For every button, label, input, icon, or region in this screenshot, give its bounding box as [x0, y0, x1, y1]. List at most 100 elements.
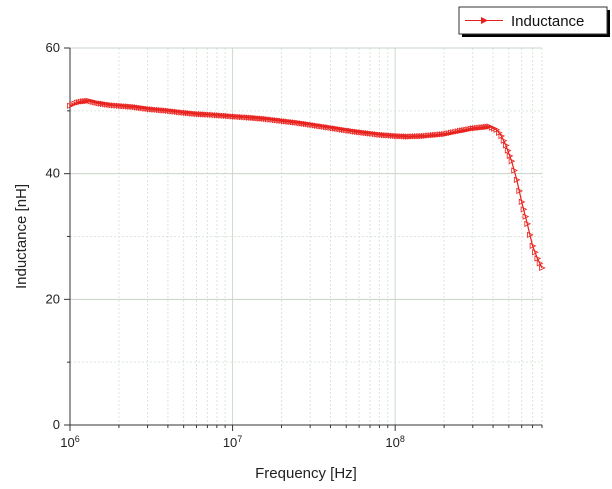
series-marker	[349, 128, 357, 135]
x-tick-label: 106	[60, 434, 79, 450]
series-marker	[354, 128, 361, 136]
series-marker	[539, 264, 546, 272]
series-marker	[142, 105, 150, 112]
series-marker	[396, 133, 404, 140]
series-marker	[289, 119, 297, 126]
series-marker	[480, 124, 488, 131]
series-marker	[461, 126, 468, 134]
series-marker	[504, 147, 512, 154]
series-marker	[527, 231, 534, 239]
series-marker	[165, 107, 172, 114]
series-marker	[513, 176, 521, 184]
series-marker	[296, 119, 304, 127]
series-marker	[216, 112, 223, 119]
axes	[64, 47, 543, 431]
series-marker	[276, 117, 284, 124]
series-marker	[522, 213, 530, 220]
series-marker	[360, 129, 368, 136]
series-marker	[95, 100, 103, 107]
series-marker	[398, 133, 406, 140]
series-marker	[407, 133, 415, 140]
series-marker	[185, 109, 192, 117]
series-marker	[452, 128, 460, 135]
series-line	[69, 100, 543, 269]
series-marker	[189, 110, 196, 117]
series-marker	[323, 123, 330, 131]
series-marker	[267, 116, 275, 123]
series-marker	[252, 114, 260, 122]
series-marker	[200, 111, 207, 118]
series-marker	[127, 103, 134, 110]
y-tick-label: 0	[53, 417, 60, 432]
series-marker	[336, 126, 344, 133]
series-marker	[248, 114, 255, 121]
series-marker	[178, 109, 186, 116]
series-marker	[443, 130, 451, 137]
series-marker	[498, 132, 506, 140]
series-marker	[202, 111, 209, 118]
series-marker	[156, 106, 163, 114]
series-marker	[383, 132, 390, 139]
series-marker	[271, 116, 279, 124]
series-marker	[258, 115, 266, 122]
series-marker	[307, 121, 314, 128]
series-marker	[91, 99, 99, 106]
series-marker	[463, 126, 471, 133]
series-marker	[345, 127, 353, 134]
series-marker	[305, 121, 312, 128]
series-marker	[427, 132, 435, 139]
series-marker	[432, 131, 439, 139]
series-marker	[250, 114, 257, 122]
series-marker	[149, 106, 156, 113]
series-marker	[225, 112, 232, 120]
series-marker	[136, 104, 143, 111]
series-marker	[465, 126, 473, 133]
data-series	[67, 97, 546, 272]
y-axis-title: Inductance [nH]	[13, 184, 30, 289]
series-marker	[169, 108, 177, 115]
series-marker	[341, 126, 348, 134]
series-marker	[81, 98, 89, 105]
series-marker	[133, 104, 141, 111]
series-marker	[327, 124, 335, 131]
series-marker	[280, 118, 288, 125]
series-marker	[174, 108, 181, 116]
series-marker	[416, 132, 424, 140]
series-marker	[89, 98, 97, 105]
series-marker	[362, 129, 370, 137]
series-marker	[144, 105, 152, 113]
series-marker	[93, 99, 101, 106]
series-marker	[298, 120, 306, 127]
tick-labels: 0 20 40 60 106 107 108	[46, 40, 405, 450]
series-marker	[351, 128, 359, 135]
series-marker	[423, 132, 430, 139]
series-marker	[347, 127, 355, 135]
series-marker	[131, 103, 139, 111]
series-marker	[100, 100, 107, 108]
series-marker	[448, 129, 455, 136]
series-marker	[85, 97, 93, 104]
series-marker	[506, 152, 514, 160]
series-marker	[518, 198, 526, 206]
series-marker	[500, 137, 508, 144]
series-marker	[469, 125, 477, 132]
y-tick-label: 20	[46, 291, 60, 306]
series-marker	[503, 142, 510, 149]
series-marker	[459, 127, 466, 134]
x-tick-label: 107	[223, 434, 242, 450]
series-marker	[316, 122, 323, 130]
series-marker	[118, 102, 125, 110]
series-marker	[140, 105, 148, 112]
legend-label: Inductance	[511, 13, 584, 30]
series-marker	[457, 127, 464, 135]
x-axis-title: Frequency [Hz]	[255, 465, 357, 482]
series-marker	[474, 124, 481, 132]
series-marker	[439, 131, 446, 138]
series-marker	[524, 220, 532, 228]
series-marker	[285, 118, 293, 125]
series-marker	[400, 133, 408, 140]
series-marker	[262, 115, 270, 123]
series-marker	[467, 125, 475, 132]
series-marker	[511, 167, 518, 174]
